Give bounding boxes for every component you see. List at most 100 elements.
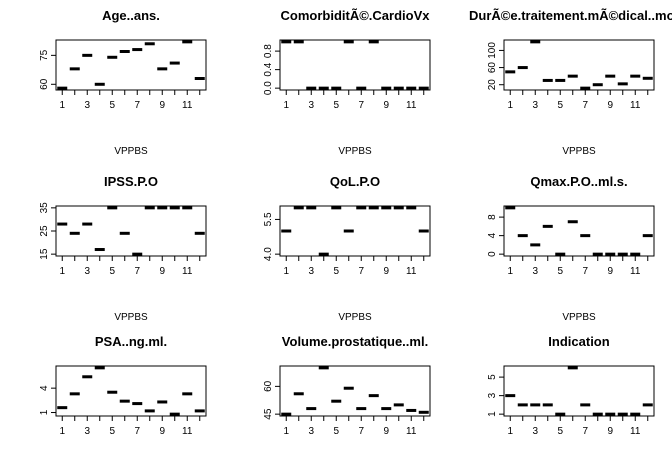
x-tick-label: 5 bbox=[333, 100, 339, 111]
x-tick-label: 9 bbox=[383, 100, 389, 111]
y-tick-label: 4 bbox=[487, 232, 498, 238]
x-tick-label: 9 bbox=[607, 266, 613, 277]
x-tick-label: 11 bbox=[182, 266, 193, 277]
x-axis-label: VPPBS bbox=[562, 146, 596, 157]
x-tick-label: 1 bbox=[507, 100, 513, 111]
x-tick-label: 1 bbox=[283, 266, 289, 277]
y-tick-label: 3 bbox=[487, 392, 498, 398]
panel-3: DurÃ©e.traitement.mÃ©dical..mois. VPPBS 1 3… bbox=[469, 8, 672, 157]
x-tick-label: 9 bbox=[383, 266, 389, 277]
x-tick-label: 1 bbox=[59, 266, 65, 277]
x-tick-label: 9 bbox=[159, 100, 165, 111]
x-tick-label: 3 bbox=[532, 266, 538, 277]
y-tick-label: 4.0 bbox=[263, 247, 274, 261]
plot-frame bbox=[279, 205, 431, 257]
panel-title: QoL.P.O bbox=[330, 174, 380, 189]
x-tick-label: 9 bbox=[159, 426, 165, 437]
x-tick-label: 7 bbox=[582, 266, 588, 277]
x-tick-label: 5 bbox=[109, 100, 115, 111]
y-tick-label: 8 bbox=[487, 214, 498, 220]
x-tick-label: 11 bbox=[630, 266, 641, 277]
x-tick-label: 11 bbox=[406, 266, 417, 277]
x-tick-label: 9 bbox=[607, 100, 613, 111]
x-axis-label: VPPBS bbox=[562, 312, 596, 323]
x-tick-label: 5 bbox=[557, 266, 563, 277]
x-tick-label: 7 bbox=[134, 266, 140, 277]
y-tick-label: 60 bbox=[487, 62, 498, 74]
x-tick-label: 1 bbox=[59, 100, 65, 111]
x-tick-label: 11 bbox=[630, 426, 641, 437]
x-tick-label: 1 bbox=[59, 426, 65, 437]
x-tick-label: 5 bbox=[557, 100, 563, 111]
x-tick-label: 7 bbox=[134, 426, 140, 437]
y-tick-label: 75 bbox=[39, 49, 50, 61]
x-tick-label: 9 bbox=[159, 266, 165, 277]
y-tick-label: 0.0 bbox=[263, 81, 274, 95]
x-tick-label: 3 bbox=[308, 426, 314, 437]
panel-6: Qmax.P.O..ml.s. VPPBS 1 3 5 7 9 11 0 4 8 bbox=[487, 174, 655, 323]
panel-title: Qmax.P.O..ml.s. bbox=[530, 174, 627, 189]
y-tick-label: 15 bbox=[39, 248, 50, 260]
x-tick-label: 1 bbox=[283, 100, 289, 111]
panel-title: DurÃ©e.traitement.mÃ©dical..mois. bbox=[469, 8, 672, 23]
panel-title: Volume.prostatique..ml. bbox=[282, 334, 428, 349]
y-tick-label: 5 bbox=[487, 374, 498, 380]
y-tick-label: 60 bbox=[39, 78, 50, 90]
plot-frame bbox=[279, 39, 431, 91]
x-axis-label: VPPBS bbox=[114, 312, 148, 323]
x-tick-label: 3 bbox=[84, 100, 90, 111]
x-tick-label: 1 bbox=[507, 426, 513, 437]
x-tick-label: 1 bbox=[283, 426, 289, 437]
panel-8: Volume.prostatique..ml.VPPBS13579114560 bbox=[263, 334, 431, 437]
y-tick-label: 5.5 bbox=[263, 212, 274, 226]
x-axis-label: VPPBS bbox=[338, 312, 372, 323]
x-axis-label: VPPBS bbox=[338, 146, 372, 157]
plot-frame bbox=[55, 365, 207, 417]
x-tick-label: 11 bbox=[630, 100, 641, 111]
x-tick-label: 11 bbox=[406, 426, 417, 437]
x-tick-label: 3 bbox=[84, 266, 90, 277]
x-tick-label: 5 bbox=[557, 426, 563, 437]
x-tick-label: 7 bbox=[582, 100, 588, 111]
y-tick-label: 20 bbox=[487, 79, 498, 91]
x-tick-label: 7 bbox=[582, 426, 588, 437]
plot-frame bbox=[55, 39, 207, 91]
y-tick-label: 0.4 bbox=[263, 62, 274, 76]
y-tick-label: 100 bbox=[487, 42, 498, 59]
panel-title: ComorbiditÃ©.CardioVx bbox=[281, 8, 431, 23]
panel-7: PSA..ng.ml.VPPBS135791114 bbox=[39, 334, 207, 437]
x-tick-label: 7 bbox=[358, 266, 364, 277]
x-axis-label: VPPBS bbox=[114, 146, 148, 157]
y-tick-label: 0.8 bbox=[263, 44, 274, 58]
panel-5: QoL.P.O VPPBS 1 3 5 7 9 11 4.0 5.5 bbox=[263, 174, 431, 323]
y-tick-label: 35 bbox=[39, 202, 50, 214]
x-tick-label: 7 bbox=[358, 100, 364, 111]
panel-title: PSA..ng.ml. bbox=[95, 334, 167, 349]
y-tick-label: 1 bbox=[487, 411, 498, 417]
y-tick-label: 45 bbox=[263, 408, 274, 420]
x-tick-label: 3 bbox=[532, 426, 538, 437]
x-tick-label: 11 bbox=[182, 426, 193, 437]
plot-frame bbox=[503, 365, 655, 417]
x-tick-label: 11 bbox=[182, 100, 193, 111]
y-tick-label: 60 bbox=[263, 380, 274, 392]
y-tick-label: 0 bbox=[487, 251, 498, 257]
panel-title: IPSS.P.O bbox=[104, 174, 158, 189]
x-tick-label: 9 bbox=[383, 426, 389, 437]
panel-title: Age..ans. bbox=[102, 8, 160, 23]
panel-2: ComorbiditÃ©.CardioVx VPPBS 1 3 5 7 9 11 0.0 0.4 0… bbox=[263, 8, 431, 157]
plot-frame bbox=[279, 365, 431, 417]
x-tick-label: 7 bbox=[358, 426, 364, 437]
x-tick-label: 11 bbox=[406, 100, 417, 111]
x-tick-label: 9 bbox=[607, 426, 613, 437]
x-tick-label: 5 bbox=[109, 266, 115, 277]
x-tick-label: 5 bbox=[333, 266, 339, 277]
panel-1: Age..ans. VPPBS 1 3 5 7 9 11 60 75 bbox=[39, 8, 207, 157]
x-tick-label: 3 bbox=[532, 100, 538, 111]
panel-title: Indication bbox=[548, 334, 609, 349]
x-tick-label: 3 bbox=[308, 266, 314, 277]
plot-frame bbox=[503, 39, 655, 91]
